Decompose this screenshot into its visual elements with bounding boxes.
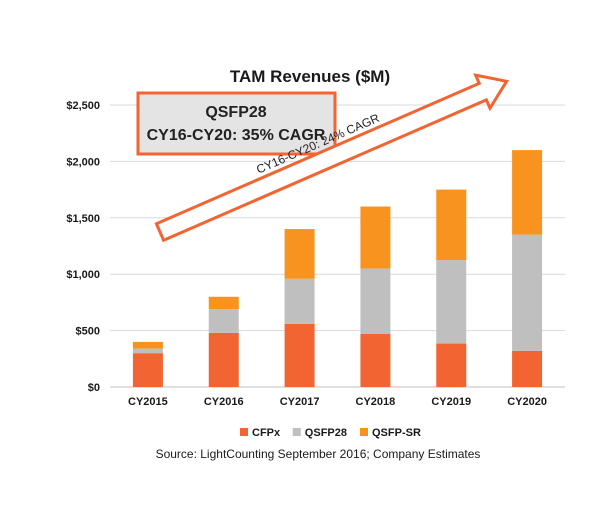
bar-cfpx (436, 343, 467, 387)
bar-qsfp-sr (512, 150, 543, 235)
bar-qsfp-sr (436, 189, 467, 261)
bar-qsfp28 (208, 309, 239, 333)
legend-swatch (292, 428, 301, 436)
legend-swatch (240, 428, 248, 436)
bar-qsfp-sr (284, 229, 315, 279)
y-tick-label: $2,000 (66, 156, 100, 168)
x-axis: CY2015 CY2016 CY2017 CY2018 CY2019 CY2020 (128, 396, 547, 408)
bar-qsfp28 (512, 234, 543, 351)
legend: CFPx QSFP28 QSFP-SR (240, 427, 421, 439)
legend-label: QSFP-SR (372, 427, 421, 439)
bar-qsfp28 (284, 278, 315, 324)
y-tick-label: $2,500 (66, 100, 100, 112)
callout-box: QSFP28 CY16-CY20: 35% CAGR (136, 91, 337, 156)
x-tick-label: CY2018 (356, 396, 396, 408)
bar-qsfp28 (360, 268, 391, 334)
bar-stacks (132, 150, 543, 387)
bar-qsfp-sr (208, 296, 239, 310)
bar-cfpx (208, 332, 239, 387)
y-tick-label: $500 (76, 326, 100, 338)
callout-line-2: CY16-CY20: 35% CAGR (147, 127, 326, 144)
bar-cfpx (512, 350, 543, 387)
chart-title: TAM Revenues ($M) (230, 67, 390, 86)
x-tick-label: CY2017 (280, 396, 320, 408)
y-axis: $0 $500 $1,000 $1,500 $2,000 $2,500 (66, 100, 100, 394)
bar-qsfp28 (436, 260, 467, 344)
x-tick-label: CY2020 (507, 396, 547, 408)
legend-label: QSFP28 (305, 427, 347, 439)
bar-cfpx (284, 323, 315, 387)
bar-cfpx (132, 353, 163, 387)
y-tick-label: $1,000 (66, 269, 100, 281)
legend-swatch (360, 428, 368, 436)
bar-cfpx (360, 333, 391, 387)
y-tick-label: $0 (88, 382, 100, 394)
bar-qsfp-sr (132, 341, 163, 349)
y-tick-label: $1,500 (66, 213, 100, 225)
bar-qsfp-sr (360, 206, 391, 269)
x-tick-label: CY2015 (128, 396, 168, 408)
x-tick-label: CY2019 (431, 396, 471, 408)
x-tick-label: CY2016 (204, 396, 244, 408)
bar-qsfp28 (132, 348, 163, 354)
source-note: Source: LightCounting September 2016; Co… (156, 447, 481, 461)
callout-box-frame (136, 91, 337, 156)
callout-line-1: QSFP28 (205, 104, 266, 121)
legend-label: CFPx (252, 427, 281, 439)
growth-arrow-shape (154, 73, 510, 243)
